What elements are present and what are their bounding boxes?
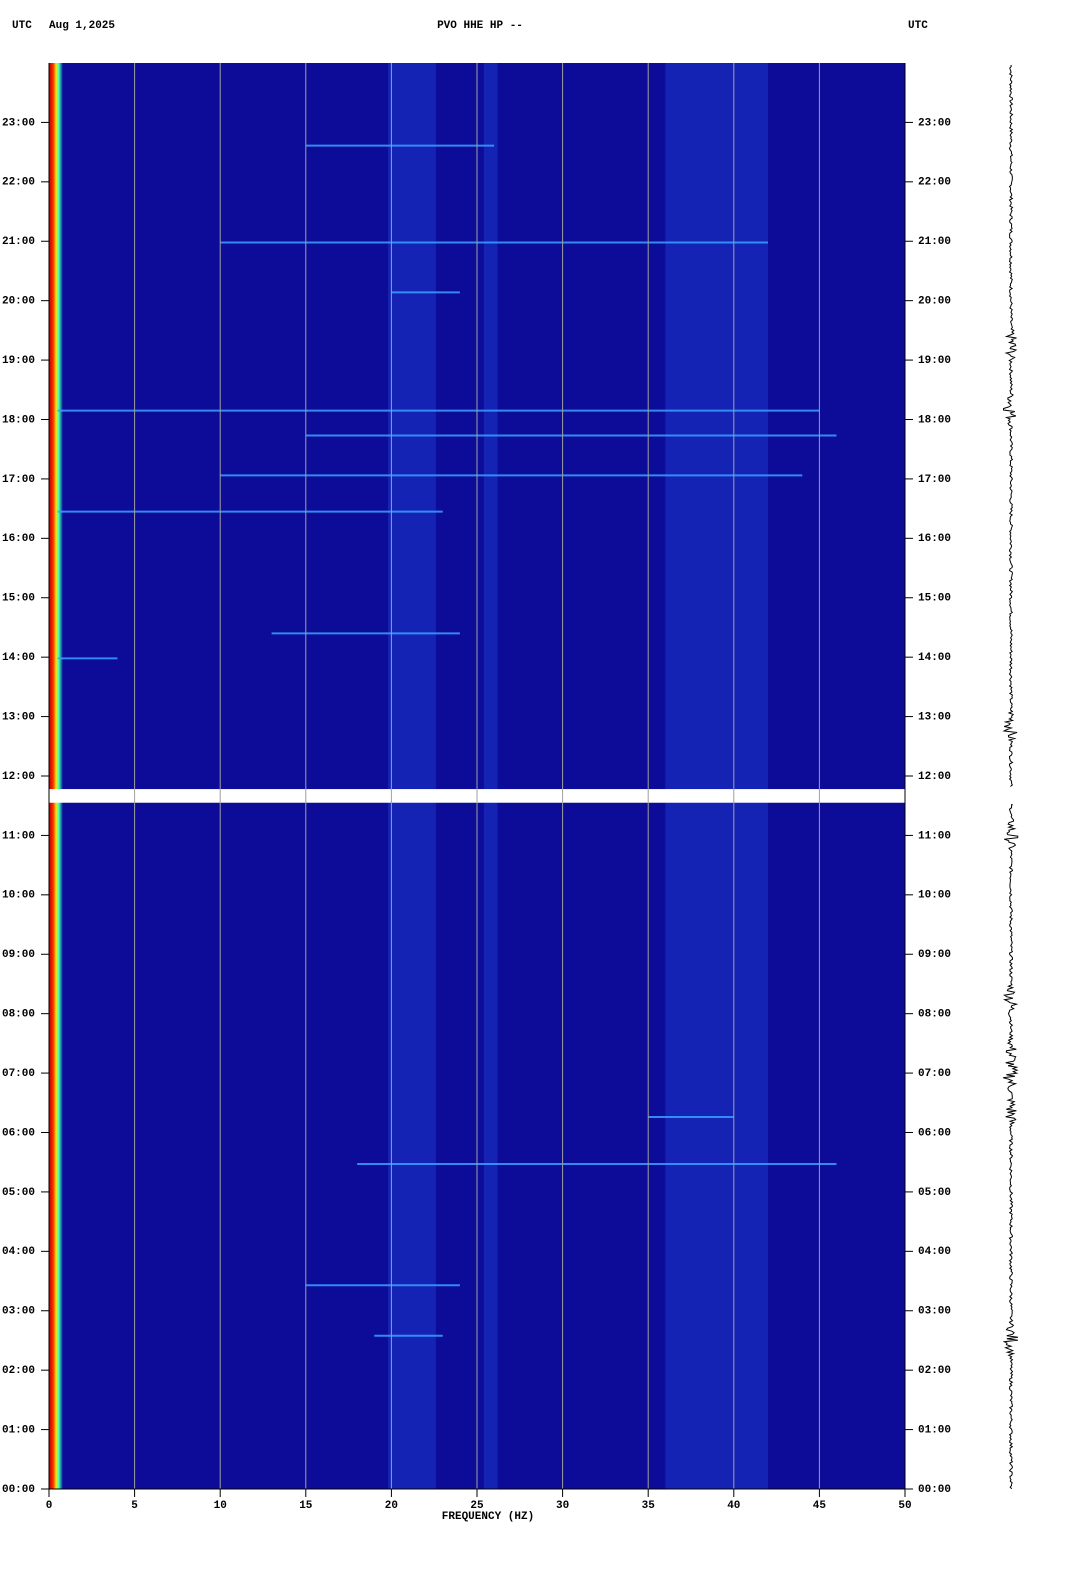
seismogram-trace [1002,64,1018,787]
y-tick-label: 05:00 [2,1187,35,1199]
y-tick-label: 17:00 [2,474,35,486]
y-tick-label: 03:00 [918,1306,951,1318]
y-tick-label: 23:00 [2,117,35,129]
y-tick-label: 05:00 [918,1187,951,1199]
x-axis-label: FREQUENCY (HZ) [442,1511,534,1523]
x-tick-label: 20 [385,1500,398,1512]
y-tick-label: 07:00 [918,1068,951,1080]
y-tick-label: 13:00 [918,711,951,723]
x-tick-label: 35 [642,1500,656,1512]
y-tick-label: 07:00 [2,1068,35,1080]
y-tick-label: 18:00 [918,414,951,426]
x-tick-label: 40 [727,1500,740,1512]
y-tick-label: 23:00 [918,117,951,129]
y-tick-label: 09:00 [918,949,951,961]
y-tick-label: 14:00 [2,652,35,664]
y-tick-label: 22:00 [2,177,35,189]
y-tick-label: 04:00 [918,1246,951,1258]
x-tick-label: 30 [556,1500,569,1512]
y-tick-label: 21:00 [2,236,35,248]
y-tick-label: 20:00 [918,296,951,308]
y-tick-label: 04:00 [2,1246,35,1258]
y-tick-label: 14:00 [918,652,951,664]
y-tick-label: 00:00 [2,1484,35,1496]
y-tick-label: 17:00 [918,474,951,486]
low-frequency-energy [49,63,63,1489]
y-tick-label: 16:00 [2,533,35,545]
y-tick-label: 02:00 [2,1365,35,1377]
y-tick-label: 10:00 [918,890,951,902]
y-tick-label: 01:00 [2,1424,35,1436]
y-tick-label: 06:00 [918,1127,951,1139]
frequency-band [483,63,498,1489]
y-tick-label: 15:00 [2,593,35,605]
y-tick-label: 11:00 [2,830,35,842]
y-tick-label: 12:00 [918,771,951,783]
x-tick-label: 15 [299,1500,313,1512]
frequency-band [387,63,436,1489]
frequency-band [665,63,769,1489]
y-tick-label: 10:00 [2,890,35,902]
y-tick-label: 19:00 [918,355,951,367]
y-tick-label: 21:00 [918,236,951,248]
y-tick-label: 06:00 [2,1127,35,1139]
x-tick-label: 0 [46,1500,53,1512]
time-zone: UTC [908,20,928,32]
y-tick-label: 03:00 [2,1306,35,1318]
x-tick-label: 5 [131,1500,138,1512]
seismogram [1002,64,1019,1490]
x-tick-label: 45 [813,1500,827,1512]
date: Aug 1,2025 [49,20,115,32]
chart-title: PVO HHE HP -- [437,20,523,32]
time-zone: UTC [12,20,32,32]
y-tick-label: 11:00 [918,830,951,842]
x-tick-label: 50 [898,1500,911,1512]
y-tick-label: 02:00 [918,1365,951,1377]
y-tick-label: 22:00 [918,177,951,189]
y-tick-label: 09:00 [2,949,35,961]
y-tick-label: 01:00 [918,1424,951,1436]
x-tick-label: 10 [214,1500,227,1512]
y-tick-label: 08:00 [2,1009,35,1021]
x-tick-label: 25 [470,1500,484,1512]
y-tick-label: 08:00 [918,1009,951,1021]
y-tick-label: 20:00 [2,296,35,308]
y-tick-label: 16:00 [918,533,951,545]
y-tick-label: 15:00 [918,593,951,605]
y-tick-label: 13:00 [2,711,35,723]
y-tick-label: 19:00 [2,355,35,367]
seismogram-trace [1002,804,1019,1490]
y-tick-label: 18:00 [2,414,35,426]
y-tick-label: 12:00 [2,771,35,783]
y-tick-label: 00:00 [918,1484,951,1496]
